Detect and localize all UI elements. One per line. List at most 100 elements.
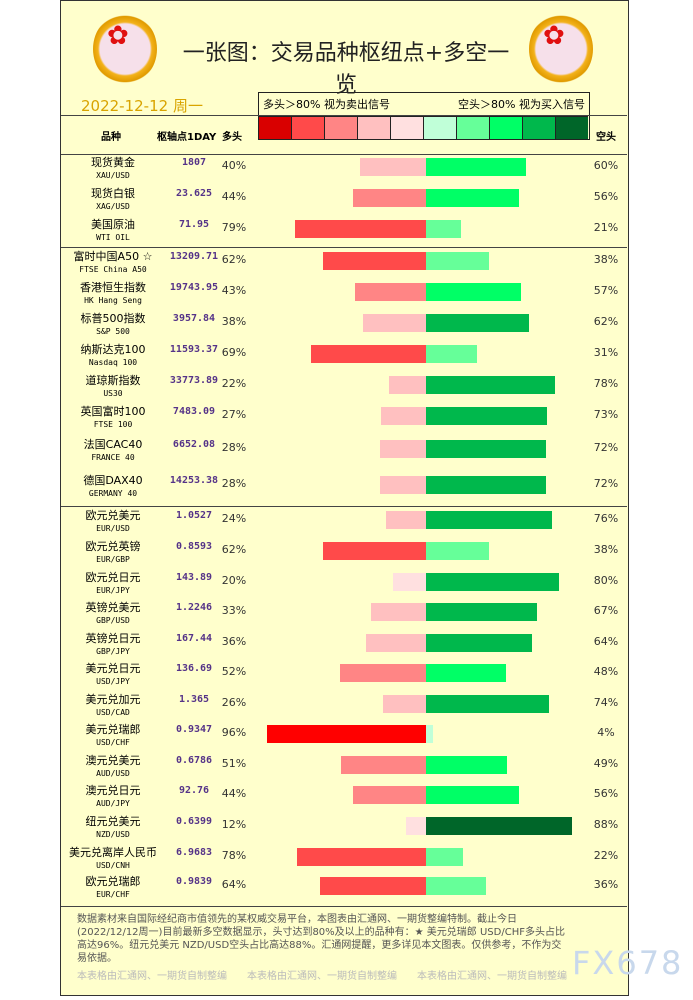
long-bar	[379, 476, 426, 494]
long-percent: 79%	[221, 221, 247, 234]
instrument-cn: 英国富时100	[80, 405, 146, 418]
short-percent: 74%	[593, 696, 619, 709]
pivot-value: 0.6786	[175, 755, 213, 766]
long-bar	[389, 376, 426, 394]
divider	[61, 247, 627, 248]
long-percent: 40%	[221, 159, 247, 172]
instrument-code: FTSE China A50	[79, 265, 147, 274]
watermark: 本表格由汇通网、一期货自制整编	[247, 971, 397, 982]
instrument-code: GBP/JPY	[96, 647, 130, 656]
short-bar	[426, 573, 559, 591]
short-percent: 38%	[593, 253, 619, 266]
table-row: 现货白银 XAG/USD 23.625 44% 56%	[61, 187, 627, 225]
table-row: 欧元兑日元 EUR/JPY 143.89 20% 80%	[61, 571, 627, 609]
long-percent: 64%	[221, 878, 247, 891]
long-percent: 27%	[221, 408, 247, 421]
short-percent: 60%	[593, 159, 619, 172]
instrument-cn: 澳元兑日元	[85, 784, 141, 797]
table-row: 现货黄金 XAU/USD 1807 40% 60%	[61, 156, 627, 194]
legend-cell	[490, 117, 523, 139]
instrument-name: 香港恒生指数 HK Hang Seng	[61, 281, 165, 307]
pivot-value: 1.365	[178, 694, 210, 705]
pivot-value: 1.0527	[175, 510, 213, 521]
divider	[61, 115, 627, 116]
short-percent: 72%	[593, 441, 619, 454]
pivot-value: 0.8593	[175, 541, 213, 552]
short-bar	[426, 848, 463, 866]
instrument-name: 美元兑日元 USD/JPY	[61, 662, 165, 688]
table-row: 美元兑离岸人民币 USD/CNH 6.9683 78% 22%	[61, 846, 627, 884]
short-bar	[426, 634, 533, 652]
pivot-value: 6652.08	[172, 439, 216, 450]
long-bar	[319, 877, 426, 895]
instrument-cn: 现货黄金	[91, 156, 135, 169]
footer-note: 数据素材来自国际经纪商市值领先的某权威交易平台，本图表由汇通网、一期货整编特制。…	[77, 914, 565, 964]
pivot-value: 1.2246	[175, 602, 213, 613]
instrument-cn: 德国DAX40	[83, 474, 143, 487]
instrument-cn: 英镑兑日元	[85, 632, 141, 645]
long-percent: 36%	[221, 635, 247, 648]
long-bar	[352, 189, 426, 207]
short-bar	[426, 345, 478, 363]
long-percent: 62%	[221, 543, 247, 556]
short-bar	[426, 252, 490, 270]
short-percent: 48%	[593, 665, 619, 678]
instrument-code: USD/CHF	[96, 738, 130, 747]
pivot-value: 19743.95	[169, 282, 219, 293]
brand-watermark: FX678	[572, 944, 684, 982]
table-row: 欧元兑英镑 EUR/GBP 0.8593 62% 38%	[61, 540, 627, 578]
pivot-value: 33773.89	[169, 375, 219, 386]
pivot-value: 167.44	[175, 633, 213, 644]
instrument-name: 英国富时100 FTSE 100	[61, 405, 165, 431]
long-bar	[386, 511, 426, 529]
legend-cell	[292, 117, 325, 139]
table-row: 英国富时100 FTSE 100 7483.09 27% 73%	[61, 405, 627, 443]
instrument-name: 欧元兑瑞郎 EUR/CHF	[61, 875, 165, 901]
short-bar	[426, 511, 553, 529]
long-percent: 22%	[221, 377, 247, 390]
instrument-code: GERMANY 40	[88, 489, 138, 498]
instrument-code: USD/JPY	[96, 677, 130, 686]
instrument-cn: 标普500指数	[80, 312, 146, 325]
table-row: 英镑兑日元 GBP/JPY 167.44 36% 64%	[61, 632, 627, 670]
long-bar	[382, 695, 426, 713]
instrument-name: 纽元兑美元 NZD/USD	[61, 815, 165, 841]
long-bar	[366, 634, 426, 652]
short-bar	[426, 476, 546, 494]
long-percent: 20%	[221, 574, 247, 587]
instrument-name: 富时中国A50 ☆ FTSE China A50	[61, 250, 165, 276]
table-row: 澳元兑美元 AUD/USD 0.6786 51% 49%	[61, 754, 627, 792]
short-bar	[426, 407, 548, 425]
color-legend: 多头＞80% 视为卖出信号 空头＞80% 视为买入信号	[258, 92, 590, 140]
long-bar	[371, 603, 426, 621]
instrument-code: US30	[103, 389, 123, 398]
long-bar	[294, 220, 426, 238]
long-bar	[296, 848, 426, 866]
long-bar	[359, 158, 426, 176]
long-percent: 26%	[221, 696, 247, 709]
table-row: 澳元兑日元 AUD/JPY 92.76 44% 56%	[61, 784, 627, 822]
short-percent: 62%	[593, 315, 619, 328]
header-name: 品种	[101, 132, 121, 143]
table-row: 富时中国A50 ☆ FTSE China A50 13209.71 62% 38%	[61, 250, 627, 288]
instrument-code: HK Hang Seng	[84, 296, 142, 305]
date-label: 2022-12-12 周一	[81, 97, 203, 115]
table-row: 美元兑日元 USD/JPY 136.69 52% 48%	[61, 662, 627, 700]
instrument-code: USD/CNH	[96, 861, 130, 870]
divider	[61, 506, 627, 507]
long-bar	[406, 817, 426, 835]
short-bar	[426, 817, 573, 835]
pivot-value: 3957.84	[172, 313, 216, 324]
short-bar	[426, 376, 556, 394]
instrument-code: S&P 500	[96, 327, 130, 336]
legend-cell	[358, 117, 391, 139]
divider	[61, 154, 627, 155]
table-row: 美元兑加元 USD/CAD 1.365 26% 74%	[61, 693, 627, 731]
header-short: 空头	[596, 132, 616, 143]
instrument-name: 澳元兑美元 AUD/USD	[61, 754, 165, 780]
pivot-value: 6.9683	[175, 847, 213, 858]
long-signal-note: 多头＞80% 视为卖出信号	[263, 98, 390, 111]
short-percent: 76%	[593, 512, 619, 525]
table-row: 美国原油 WTI OIL 71.95 79% 21%	[61, 218, 627, 256]
pivot-value: 71.95	[178, 219, 210, 230]
